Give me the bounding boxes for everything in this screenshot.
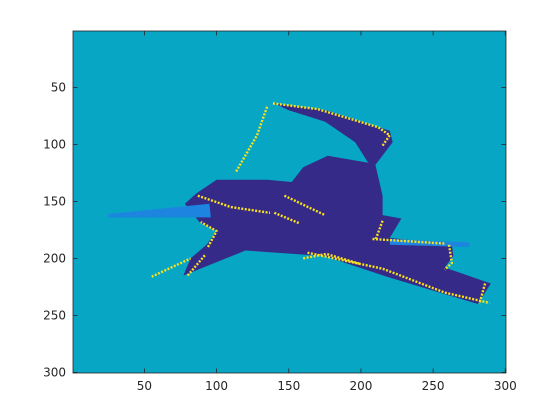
x-tick-label: 150 <box>277 379 300 393</box>
obstacle-boundary-11 <box>302 252 362 266</box>
obstacle-boundary-13 <box>151 257 192 278</box>
obstacle-boundary-9 <box>186 254 207 277</box>
main-structure <box>183 103 491 305</box>
y-tick-label: 300 <box>43 365 66 379</box>
axes-frame <box>72 30 507 374</box>
left-ray-bundle <box>108 203 211 218</box>
obstacle-boundary-2 <box>197 194 271 214</box>
x-tick-labels: 50 100 150 200 250 300 <box>137 379 517 393</box>
x-tick-label: 250 <box>422 379 445 393</box>
plot-area <box>72 30 507 374</box>
obstacle-boundary-12 <box>372 237 445 245</box>
obstacle-boundary-8 <box>478 283 487 305</box>
y-tick-label: 150 <box>43 194 66 208</box>
obstacle-boundary-4 <box>283 194 326 217</box>
y-tick-label: 100 <box>43 137 66 151</box>
obstacle-boundary-0 <box>272 102 391 147</box>
y-tick-labels: 50 100 150 200 250 300 <box>43 80 66 379</box>
obstacle-boundary-5 <box>307 251 490 305</box>
y-tick-label: 250 <box>43 308 66 322</box>
obstacle-boundary-10 <box>200 220 218 248</box>
x-tick-label: 100 <box>205 379 228 393</box>
y-tick-label: 50 <box>51 80 66 94</box>
y-tick-label: 200 <box>43 251 66 265</box>
obstacle-boundary-3 <box>273 211 300 225</box>
axis-ticks <box>73 31 506 373</box>
x-tick-label: 50 <box>137 379 152 393</box>
x-tick-label: 300 <box>494 379 517 393</box>
x-tick-label: 200 <box>349 379 372 393</box>
obstacle-boundary-7 <box>443 244 454 271</box>
